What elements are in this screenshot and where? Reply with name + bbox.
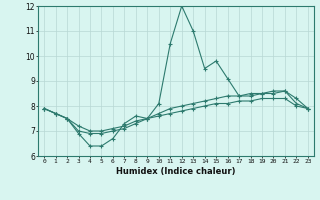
X-axis label: Humidex (Indice chaleur): Humidex (Indice chaleur) (116, 167, 236, 176)
